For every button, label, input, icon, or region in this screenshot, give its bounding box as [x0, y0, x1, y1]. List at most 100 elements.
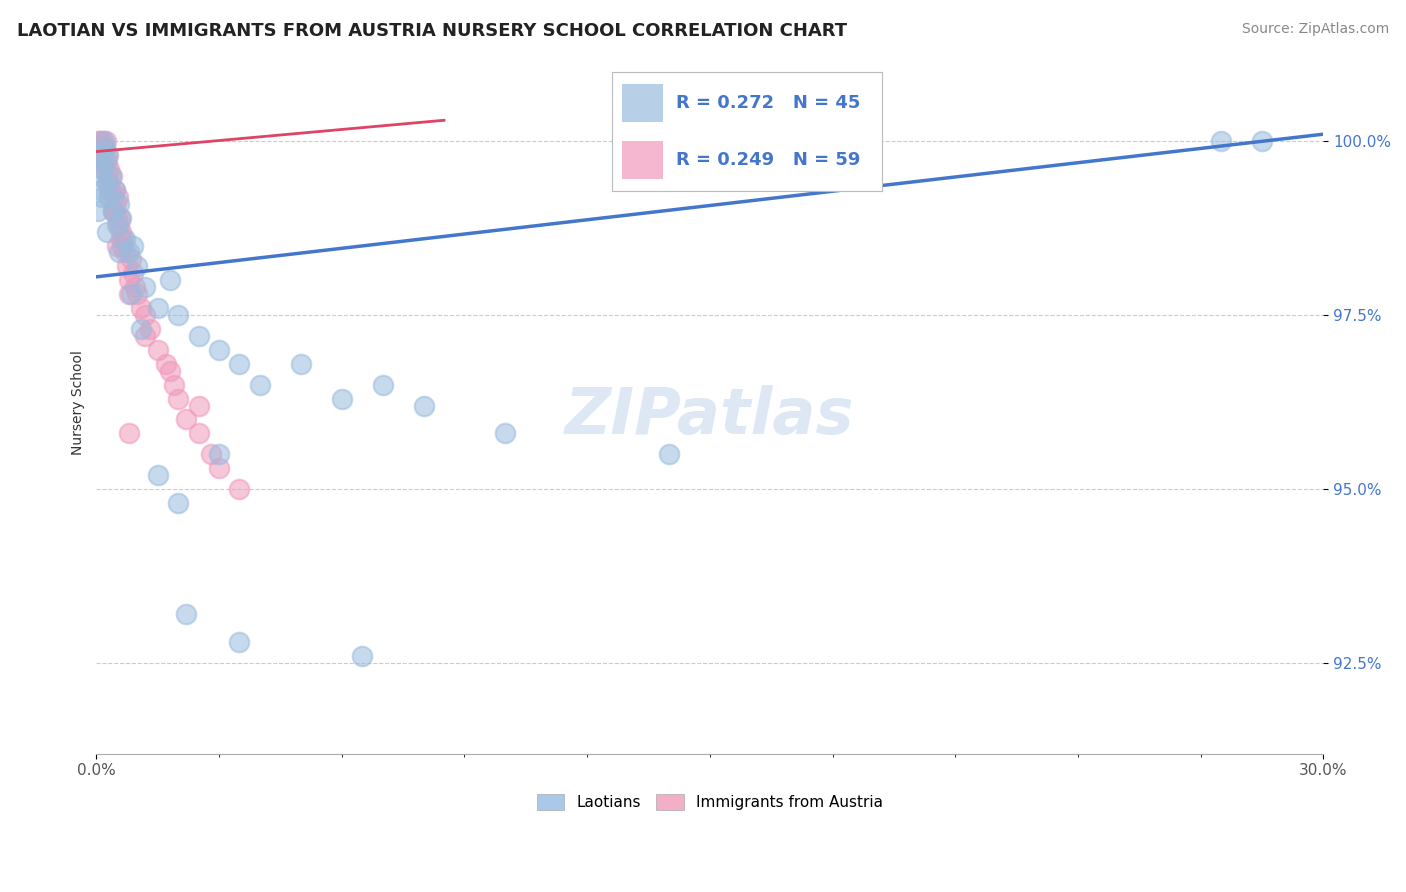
Point — [90, 183, 112, 197]
Point — [96, 155, 118, 169]
Point — [118, 287, 141, 301]
Point — [146, 468, 169, 483]
Point — [200, 447, 222, 461]
Point — [101, 203, 124, 218]
Point — [120, 287, 142, 301]
Point — [90, 148, 112, 162]
Point — [107, 190, 129, 204]
Point — [97, 169, 120, 183]
Point — [127, 260, 149, 274]
Point — [104, 196, 127, 211]
Point — [111, 238, 134, 252]
Point — [131, 322, 153, 336]
Point — [96, 148, 118, 162]
Point — [96, 225, 118, 239]
Point — [114, 231, 136, 245]
Point — [658, 447, 681, 461]
Point — [97, 161, 120, 176]
Point — [134, 280, 156, 294]
Point — [114, 245, 136, 260]
Point — [249, 377, 271, 392]
Point — [118, 426, 141, 441]
Point — [86, 148, 108, 162]
Text: LAOTIAN VS IMMIGRANTS FROM AUSTRIA NURSERY SCHOOL CORRELATION CHART: LAOTIAN VS IMMIGRANTS FROM AUSTRIA NURSE… — [17, 22, 846, 40]
Point — [228, 482, 250, 496]
Point — [146, 301, 169, 315]
Legend: Laotians, Immigrants from Austria: Laotians, Immigrants from Austria — [530, 788, 889, 816]
Point — [89, 141, 111, 155]
Point — [208, 461, 231, 475]
Point — [97, 148, 120, 162]
Point — [155, 357, 177, 371]
Point — [118, 273, 141, 287]
Point — [159, 364, 181, 378]
Point — [89, 134, 111, 148]
Point — [91, 161, 114, 176]
Point — [90, 134, 112, 148]
Point — [101, 169, 124, 183]
Point — [91, 148, 114, 162]
Point — [187, 426, 209, 441]
Point — [108, 245, 131, 260]
Point — [91, 190, 114, 204]
Point — [101, 203, 124, 218]
Point — [131, 301, 153, 315]
Point — [100, 183, 122, 197]
Point — [101, 190, 124, 204]
Point — [134, 329, 156, 343]
Point — [330, 392, 353, 406]
Point — [176, 607, 198, 622]
Point — [167, 496, 190, 510]
Point — [87, 203, 110, 218]
Point — [138, 322, 160, 336]
Point — [159, 273, 181, 287]
Point — [103, 203, 125, 218]
Point — [118, 245, 141, 260]
Point — [134, 308, 156, 322]
Point — [104, 183, 127, 197]
Point — [93, 155, 115, 169]
Point — [1251, 134, 1274, 148]
Text: Source: ZipAtlas.com: Source: ZipAtlas.com — [1241, 22, 1389, 37]
Point — [120, 252, 142, 267]
Point — [89, 155, 111, 169]
Point — [124, 280, 146, 294]
Point — [208, 447, 231, 461]
Point — [108, 211, 131, 225]
Point — [167, 308, 190, 322]
Point — [105, 218, 128, 232]
Point — [176, 412, 198, 426]
Point — [96, 176, 118, 190]
Point — [228, 357, 250, 371]
Point — [110, 225, 132, 239]
Point — [108, 218, 131, 232]
Point — [111, 231, 134, 245]
Point — [290, 357, 312, 371]
Point — [163, 377, 186, 392]
Point — [412, 399, 434, 413]
Point — [94, 141, 117, 155]
Point — [1209, 134, 1232, 148]
Point — [187, 399, 209, 413]
Point — [167, 392, 190, 406]
Point — [93, 141, 115, 155]
Point — [89, 148, 111, 162]
Point — [371, 377, 394, 392]
Point — [93, 161, 115, 176]
Point — [127, 287, 149, 301]
Point — [105, 211, 128, 225]
Point — [97, 190, 120, 204]
Point — [494, 426, 516, 441]
Y-axis label: Nursery School: Nursery School — [72, 350, 86, 455]
Point — [104, 183, 127, 197]
Point — [122, 266, 145, 280]
Point — [110, 231, 132, 245]
Point — [94, 155, 117, 169]
Point — [122, 238, 145, 252]
Point — [352, 649, 374, 664]
Point — [97, 183, 120, 197]
Point — [98, 176, 121, 190]
Point — [100, 169, 122, 183]
Point — [93, 134, 115, 148]
Point — [187, 329, 209, 343]
